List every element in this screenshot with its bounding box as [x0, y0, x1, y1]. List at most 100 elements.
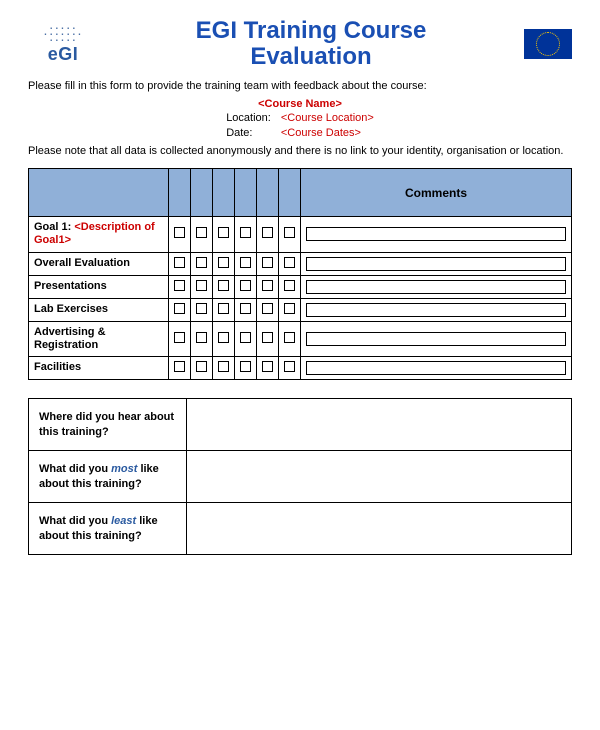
rating-cell — [257, 357, 279, 380]
rating-cell — [169, 298, 191, 321]
location-label: Location: — [226, 111, 271, 125]
anonymity-note: Please note that all data is collected a… — [28, 144, 572, 158]
rating-cell — [169, 321, 191, 356]
rating-cell — [235, 252, 257, 275]
rating-checkbox[interactable] — [284, 227, 295, 238]
question-emphasis: most — [111, 463, 137, 475]
rating-cell — [235, 357, 257, 380]
question-label: What did you most like about this traini… — [29, 451, 187, 503]
rating-cell — [235, 321, 257, 356]
rating-cell — [213, 298, 235, 321]
question-label: Where did you hear about this training? — [29, 399, 187, 451]
rating-cell — [235, 298, 257, 321]
question-answer-field[interactable] — [187, 451, 572, 503]
rating-checkbox[interactable] — [218, 227, 229, 238]
rating-checkbox[interactable] — [262, 257, 273, 268]
comment-field[interactable] — [306, 227, 566, 241]
rating-cell — [169, 275, 191, 298]
rating-checkbox[interactable] — [284, 257, 295, 268]
eval-row-label: Facilities — [29, 357, 169, 380]
rating-checkbox[interactable] — [240, 257, 251, 268]
rating-cell — [191, 217, 213, 252]
comment-field[interactable] — [306, 361, 566, 375]
question-answer-field[interactable] — [187, 503, 572, 555]
question-answer-field[interactable] — [187, 399, 572, 451]
comment-cell — [301, 357, 572, 380]
rating-checkbox[interactable] — [218, 280, 229, 291]
rating-checkbox[interactable] — [196, 280, 207, 291]
rating-checkbox[interactable] — [262, 361, 273, 372]
comment-field[interactable] — [306, 280, 566, 294]
rating-checkbox[interactable] — [174, 303, 185, 314]
comment-field[interactable] — [306, 303, 566, 317]
rating-checkbox[interactable] — [174, 280, 185, 291]
title-line-2: Evaluation — [250, 43, 371, 70]
eval-header-blank — [29, 169, 169, 217]
rating-checkbox[interactable] — [218, 257, 229, 268]
rating-checkbox[interactable] — [174, 257, 185, 268]
eval-row: Overall Evaluation — [29, 252, 572, 275]
rating-checkbox[interactable] — [262, 227, 273, 238]
question-row: Where did you hear about this training? — [29, 399, 572, 451]
eval-row-label: Advertising & Registration — [29, 321, 169, 356]
page: ················· eGI EGI Training Cours… — [0, 0, 600, 565]
rating-cell — [279, 357, 301, 380]
eval-header-row: Comments — [29, 169, 572, 217]
rating-checkbox[interactable] — [196, 332, 207, 343]
rating-cell — [213, 275, 235, 298]
rating-checkbox[interactable] — [262, 332, 273, 343]
rating-checkbox[interactable] — [240, 361, 251, 372]
rating-checkbox[interactable] — [284, 361, 295, 372]
rating-checkbox[interactable] — [174, 227, 185, 238]
rating-cell — [279, 298, 301, 321]
rating-checkbox[interactable] — [284, 303, 295, 314]
eval-header-col — [169, 169, 191, 217]
comment-cell — [301, 217, 572, 252]
rating-cell — [257, 217, 279, 252]
rating-checkbox[interactable] — [174, 332, 185, 343]
rating-checkbox[interactable] — [240, 280, 251, 291]
question-text-pre: What did you — [39, 463, 111, 475]
eval-row-label: Lab Exercises — [29, 298, 169, 321]
rating-cell — [257, 321, 279, 356]
rating-checkbox[interactable] — [174, 361, 185, 372]
comment-cell — [301, 252, 572, 275]
eval-row: Advertising & Registration — [29, 321, 572, 356]
rating-checkbox[interactable] — [240, 303, 251, 314]
rating-checkbox[interactable] — [262, 280, 273, 291]
eval-header-col — [191, 169, 213, 217]
rating-cell — [235, 275, 257, 298]
comment-cell — [301, 321, 572, 356]
rating-checkbox[interactable] — [240, 332, 251, 343]
rating-cell — [213, 217, 235, 252]
question-emphasis: least — [111, 515, 136, 527]
rating-cell — [257, 275, 279, 298]
course-meta: Location: <Course Location> Date: <Cours… — [226, 111, 374, 140]
rating-checkbox[interactable] — [218, 303, 229, 314]
rating-checkbox[interactable] — [196, 361, 207, 372]
rating-cell — [279, 217, 301, 252]
intro-text: Please fill in this form to provide the … — [28, 79, 572, 93]
rating-checkbox[interactable] — [284, 280, 295, 291]
rating-cell — [279, 252, 301, 275]
rating-cell — [169, 357, 191, 380]
rating-cell — [169, 217, 191, 252]
rating-checkbox[interactable] — [196, 257, 207, 268]
comment-field[interactable] — [306, 332, 566, 346]
eval-row: Lab Exercises — [29, 298, 572, 321]
rating-checkbox[interactable] — [218, 332, 229, 343]
rating-checkbox[interactable] — [218, 361, 229, 372]
rating-cell — [191, 252, 213, 275]
rating-checkbox[interactable] — [262, 303, 273, 314]
rating-checkbox[interactable] — [196, 227, 207, 238]
question-row: What did you least like about this train… — [29, 503, 572, 555]
comment-field[interactable] — [306, 257, 566, 271]
eval-header-col — [257, 169, 279, 217]
rating-cell — [213, 252, 235, 275]
rating-checkbox[interactable] — [284, 332, 295, 343]
rating-checkbox[interactable] — [196, 303, 207, 314]
rating-cell — [257, 298, 279, 321]
rating-cell — [213, 357, 235, 380]
rating-checkbox[interactable] — [240, 227, 251, 238]
eval-header-col — [213, 169, 235, 217]
